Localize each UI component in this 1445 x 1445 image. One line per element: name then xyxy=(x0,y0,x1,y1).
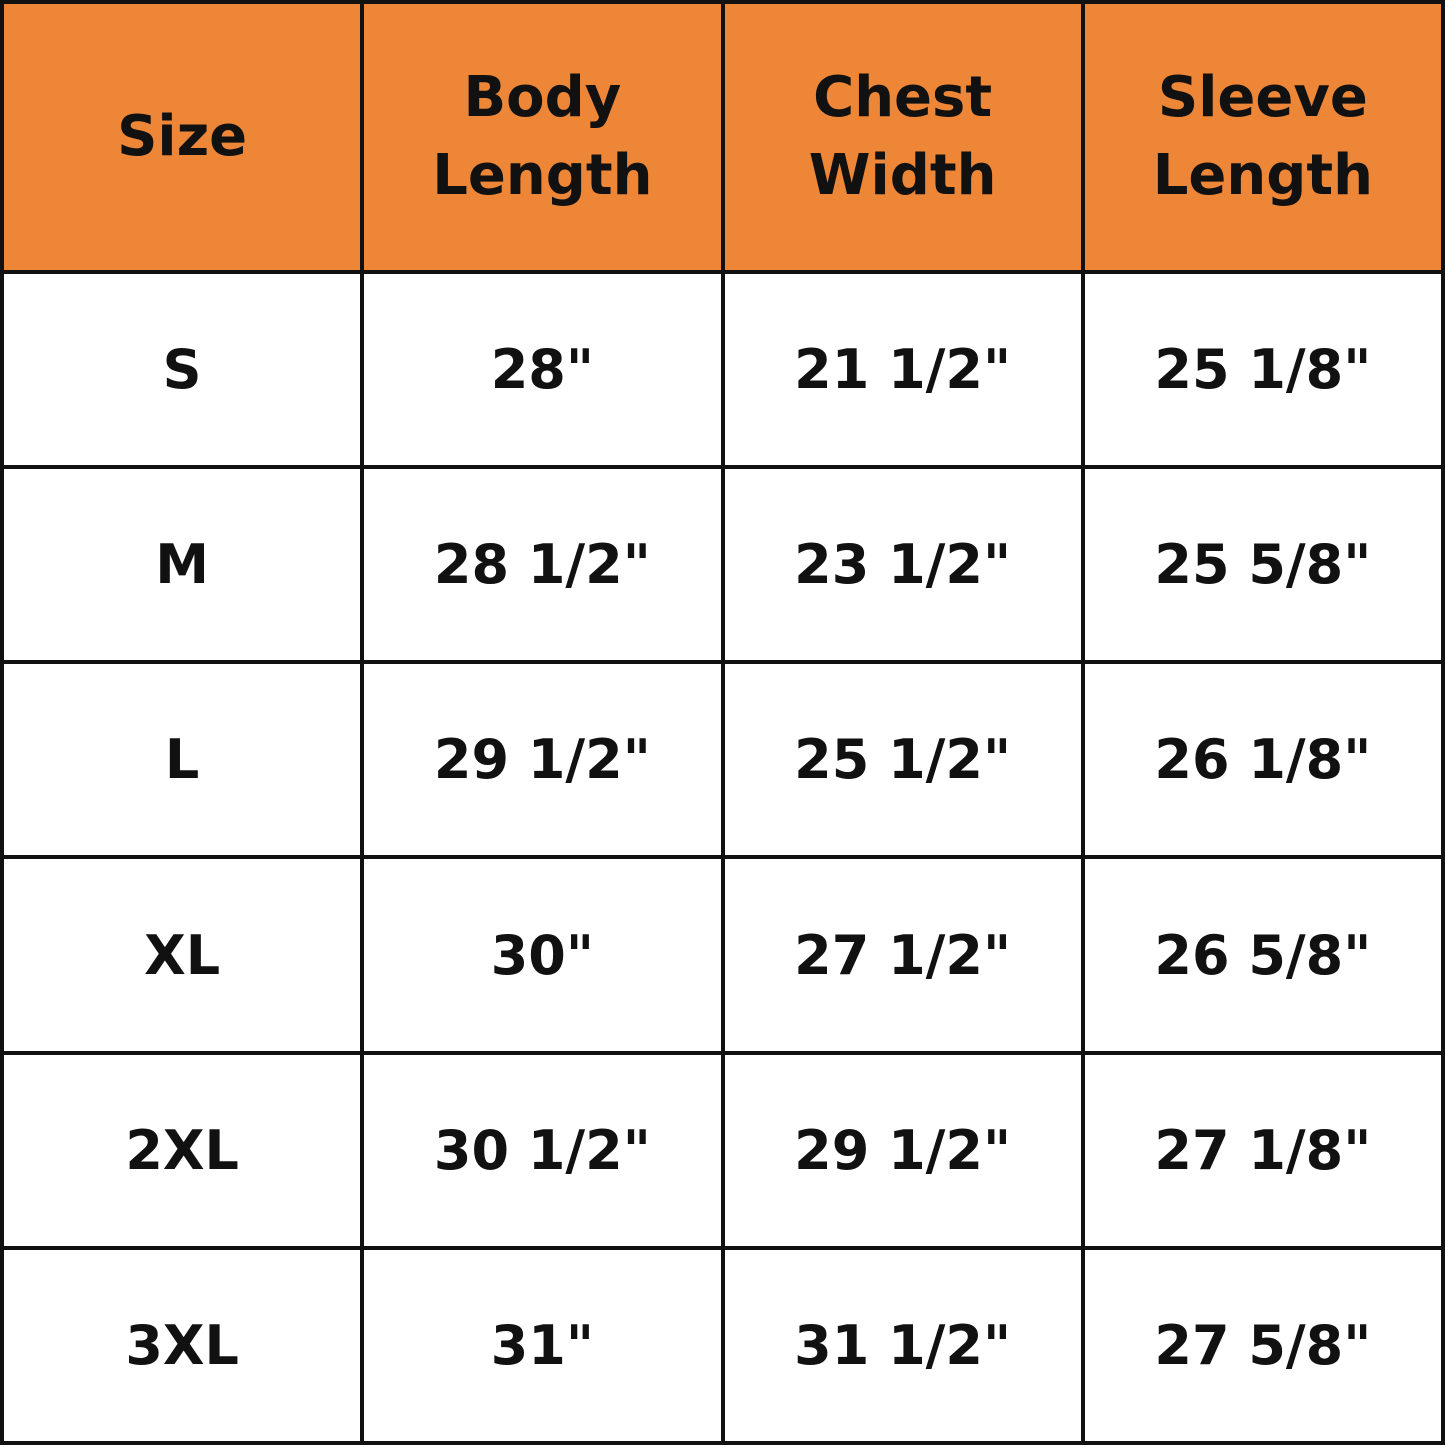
header-row: Size Body Length Chest Width Sleeve Length xyxy=(0,0,1445,274)
table-cell: XL xyxy=(0,855,365,1055)
table-row: S 28" 21 1/2" 25 1/8" xyxy=(0,269,1445,470)
table-cell: 27 1/2" xyxy=(720,855,1085,1055)
table-cell: 3XL xyxy=(0,1245,365,1445)
table-cell: L xyxy=(0,660,365,860)
table-cell: 31" xyxy=(360,1245,725,1445)
table-cell: 30 1/2" xyxy=(360,1050,725,1250)
table-cell: 25 1/8" xyxy=(1080,269,1445,470)
table-cell: 27 5/8" xyxy=(1080,1245,1445,1445)
table-cell: 2XL xyxy=(0,1050,365,1250)
header-cell: Body Length xyxy=(360,0,725,274)
header-cell: Sleeve Length xyxy=(1080,0,1445,274)
table-body: S 28" 21 1/2" 25 1/8" M 28 1/2" 23 1/2" 25 5/8"… xyxy=(0,269,1445,1445)
table-cell: 25 5/8" xyxy=(1080,465,1445,665)
table-cell: 28 1/2" xyxy=(360,465,725,665)
table-cell: 25 1/2" xyxy=(720,660,1085,860)
table-cell: 29 1/2" xyxy=(360,660,725,860)
table-cell: 26 1/8" xyxy=(1080,660,1445,860)
table-cell: 26 5/8" xyxy=(1080,855,1445,1055)
table-cell: S xyxy=(0,269,365,470)
table-cell: 28" xyxy=(360,269,725,470)
table-cell: 30" xyxy=(360,855,725,1055)
table-cell: 31 1/2" xyxy=(720,1245,1085,1445)
table-cell: 21 1/2" xyxy=(720,269,1085,470)
table-row: M 28 1/2" 23 1/2" 25 5/8" xyxy=(0,465,1445,665)
table-cell: M xyxy=(0,465,365,665)
header-cell: Chest Width xyxy=(720,0,1085,274)
table-row: L 29 1/2" 25 1/2" 26 1/8" xyxy=(0,660,1445,860)
header-cell: Size xyxy=(0,0,365,274)
table-cell: 23 1/2" xyxy=(720,465,1085,665)
table-cell: 27 1/8" xyxy=(1080,1050,1445,1250)
table-row: 3XL 31" 31 1/2" 27 5/8" xyxy=(0,1245,1445,1445)
table-row: XL 30" 27 1/2" 26 5/8" xyxy=(0,855,1445,1055)
table-cell: 29 1/2" xyxy=(720,1050,1085,1250)
table-row: 2XL 30 1/2" 29 1/2" 27 1/8" xyxy=(0,1050,1445,1250)
